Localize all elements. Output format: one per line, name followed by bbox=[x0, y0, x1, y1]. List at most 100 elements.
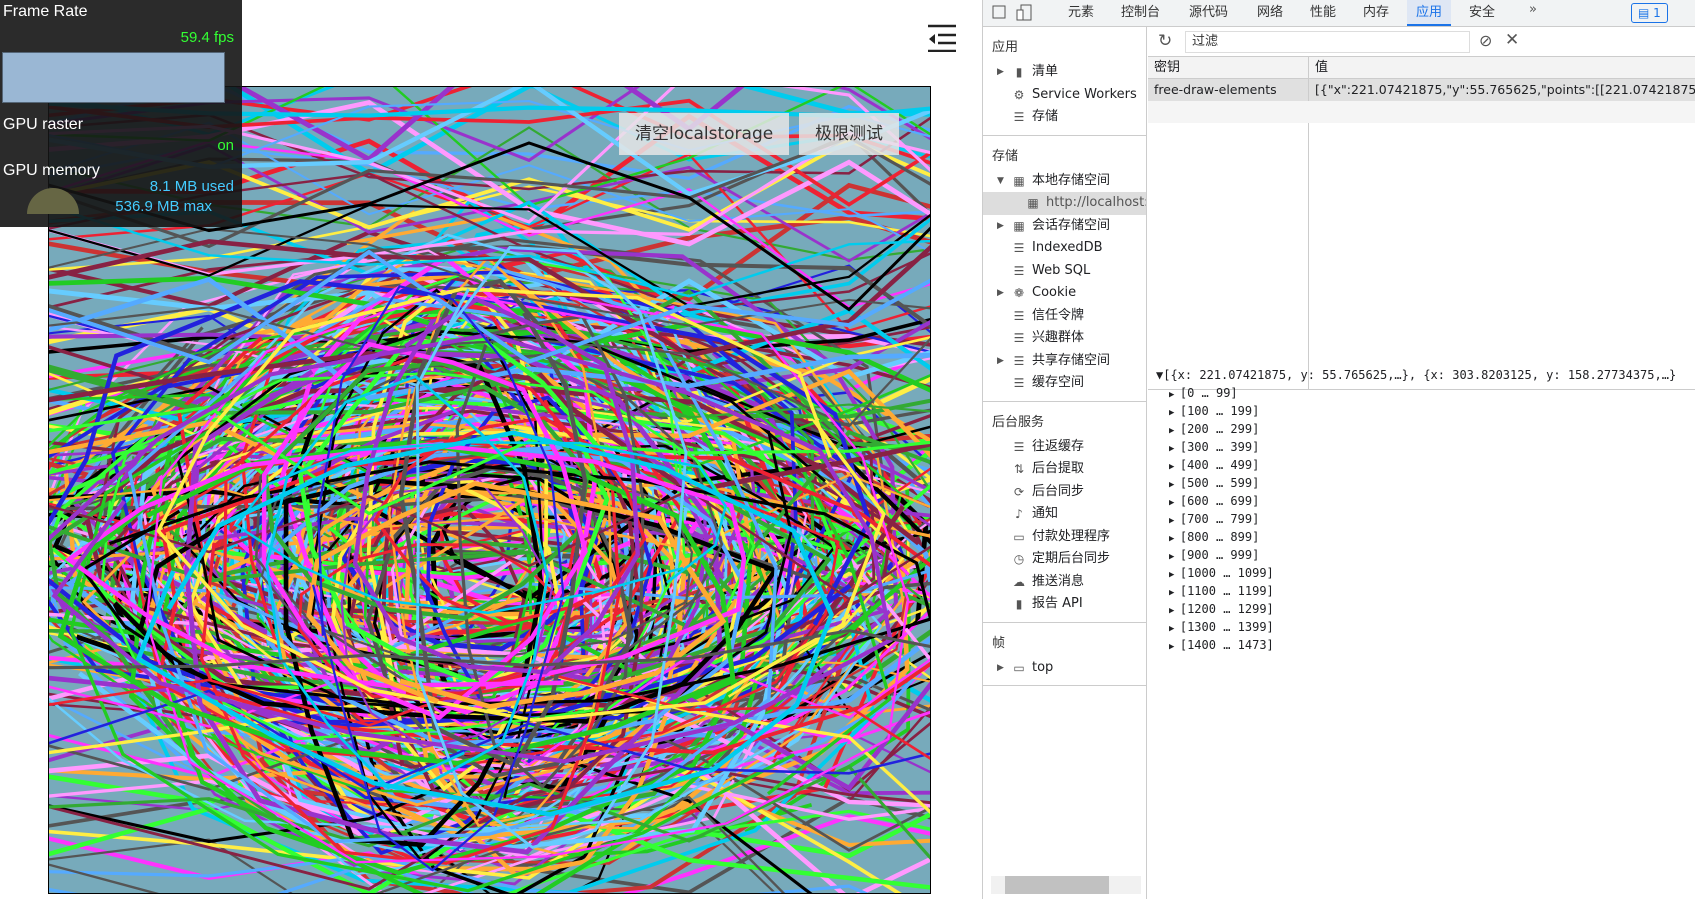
sidebar-item[interactable]: ▼ ▦ 本地存储空间 bbox=[983, 170, 1146, 193]
array-group[interactable]: ▶ [1200 … 1299] bbox=[1156, 600, 1695, 618]
issues-badge[interactable]: ▤ 1 bbox=[1631, 3, 1668, 23]
section-title: 后台服务 bbox=[992, 414, 1045, 430]
arrow: ▶ bbox=[1169, 444, 1180, 454]
section-title: 应用 bbox=[992, 40, 1019, 55]
sidebar-item[interactable]: ▮ 报告 API bbox=[983, 593, 1146, 616]
array-group[interactable]: ▶ [200 … 299] bbox=[1156, 420, 1695, 438]
section-title: 存储 bbox=[992, 148, 1019, 164]
sidebar-item[interactable]: ☰ 存储 bbox=[983, 106, 1146, 129]
sidebar-item[interactable]: ☰ Web SQL bbox=[983, 260, 1146, 283]
array-group[interactable]: ▶ [500 … 599] bbox=[1156, 474, 1695, 492]
label: Frame Rate bbox=[3, 3, 88, 20]
clear[interactable]: ⊘ bbox=[1479, 31, 1493, 50]
button[interactable]: 清空localstorage bbox=[619, 113, 790, 155]
icon: ⚙ bbox=[1013, 87, 1025, 102]
array-group[interactable]: ▶ [700 … 799] bbox=[1156, 510, 1695, 528]
arrow: ▶ bbox=[1169, 588, 1180, 598]
array-group[interactable]: ▶ [400 … 499] bbox=[1156, 456, 1695, 474]
sidebar-item[interactable]: ⚙ Service Workers bbox=[983, 84, 1146, 107]
array-group[interactable]: ▶ [1000 … 1099] bbox=[1156, 564, 1695, 582]
array-group[interactable]: ▶ [900 … 999] bbox=[1156, 546, 1695, 564]
icon: ❁ bbox=[1013, 286, 1025, 300]
sidebar-item[interactable]: ▭ 付款处理程序 bbox=[983, 526, 1146, 549]
array-group[interactable]: ▶ [0 … 99] bbox=[1156, 384, 1695, 402]
memory-used: 8.1 MB used bbox=[149, 178, 234, 195]
tab[interactable]: 应用 bbox=[1407, 0, 1452, 26]
inspect-icons[interactable] bbox=[991, 4, 1037, 22]
tab[interactable]: 元素 bbox=[1068, 5, 1095, 20]
stroke bbox=[49, 767, 902, 893]
devtools: 元素 控制台 源代码 网络 性能 内存 应用 安全 » ▤ 1 应用 ▶ ▮ 清单 ⚙ Service … bbox=[982, 0, 1695, 899]
sidebar-section: 存储 ▼ ▦ 本地存储空间 ▦ http://localhost:3 ▶ ▦ 会话存储空间 ☰ In… bbox=[983, 136, 1146, 402]
sidebar-item[interactable]: ☰ 往返缓存 bbox=[983, 436, 1146, 459]
tab[interactable]: 源代码 bbox=[1189, 5, 1229, 20]
stroke bbox=[265, 375, 549, 790]
group-label: [400 … 499] bbox=[1179, 458, 1260, 472]
stroke bbox=[398, 278, 588, 769]
delete[interactable]: ✕ bbox=[1505, 30, 1520, 50]
group-label: [1100 … 1199] bbox=[1179, 584, 1274, 598]
sidebar-item[interactable]: ☰ 信任令牌 bbox=[983, 305, 1146, 328]
sidebar-item[interactable]: ☰ 缓存空间 bbox=[983, 372, 1146, 395]
array-group[interactable]: ▶ [100 … 199] bbox=[1156, 402, 1695, 420]
array-group[interactable]: ▶ [800 … 899] bbox=[1156, 528, 1695, 546]
stroke bbox=[380, 354, 645, 815]
stroke bbox=[156, 287, 886, 722]
sidebar-item[interactable]: ▶ ▦ 会话存储空间 bbox=[983, 215, 1146, 238]
expand-arrow: ▼ bbox=[997, 175, 1004, 186]
tab[interactable]: 网络 bbox=[1257, 5, 1284, 20]
group-label: [500 … 599] bbox=[1179, 476, 1260, 490]
sidebar-item[interactable]: ⟳ 后台同步 bbox=[983, 481, 1146, 504]
stroke bbox=[49, 276, 930, 401]
icon: ▭ bbox=[1013, 529, 1025, 544]
group-label: [900 … 999] bbox=[1179, 548, 1260, 562]
stroke bbox=[49, 654, 930, 767]
sidebar: 应用 ▶ ▮ 清单 ⚙ Service Workers ☰ 存储存储 ▼ ▦ 本地存储空间 ▦ http… bbox=[983, 27, 1147, 899]
more-tabs[interactable]: » bbox=[1529, 2, 1537, 17]
icon: ⟳ bbox=[1013, 484, 1025, 499]
item-label: IndexedDB bbox=[1032, 240, 1103, 255]
sidebar-item[interactable]: ☁ 推送消息 bbox=[983, 571, 1146, 594]
sidebar-item[interactable]: ▶ ☰ 共享存储空间 bbox=[983, 350, 1146, 373]
sidebar-item[interactable]: ☰ 兴趣群体 bbox=[983, 327, 1146, 350]
arrow: ▶ bbox=[1169, 552, 1180, 562]
cell[interactable]: free-draw-elements bbox=[1148, 79, 1308, 101]
refresh[interactable]: ↻ bbox=[1158, 31, 1173, 51]
cell[interactable]: [{"x":221.07421875,"y":55.765625,"points… bbox=[1308, 79, 1695, 101]
sidebar-item[interactable]: ♪ 通知 bbox=[983, 503, 1146, 526]
item-label: 定期后台同步 bbox=[1032, 551, 1111, 566]
filter[interactable]: 过滤 bbox=[1185, 31, 1470, 53]
array-group[interactable]: ▶ [600 … 699] bbox=[1156, 492, 1695, 510]
icon: ☰ bbox=[1013, 439, 1025, 454]
array-group[interactable]: ▶ [1400 … 1473] bbox=[1156, 636, 1695, 654]
stroke bbox=[49, 764, 930, 860]
arrow: ▶ bbox=[1169, 498, 1180, 508]
scrollbar[interactable] bbox=[991, 876, 1141, 894]
button[interactable]: 极限测试 bbox=[799, 113, 899, 155]
menu-icon[interactable] bbox=[926, 22, 958, 52]
group-label: [1000 … 1099] bbox=[1179, 566, 1274, 580]
empty-row bbox=[1148, 101, 1695, 123]
stroke bbox=[184, 349, 723, 855]
sidebar-item[interactable]: ◷ 定期后台同步 bbox=[983, 548, 1146, 571]
tab[interactable]: 安全 bbox=[1469, 5, 1496, 20]
array-group[interactable]: ▶ [1300 … 1399] bbox=[1156, 618, 1695, 636]
sidebar-item[interactable]: ☰ IndexedDB bbox=[983, 237, 1146, 260]
sidebar-item[interactable]: ▶ ▭ top bbox=[983, 657, 1146, 680]
array-group[interactable]: ▶ [1100 … 1199] bbox=[1156, 582, 1695, 600]
stroke bbox=[145, 290, 910, 864]
array-group[interactable]: ▶ [300 … 399] bbox=[1156, 438, 1695, 456]
arrow: ▼ bbox=[1156, 368, 1164, 382]
icon: ☰ bbox=[1013, 308, 1025, 323]
tab[interactable]: 性能 bbox=[1310, 5, 1337, 20]
sidebar-item[interactable]: ▦ http://localhost:3 bbox=[983, 192, 1146, 215]
stroke bbox=[135, 430, 834, 817]
stroke bbox=[80, 460, 930, 707]
sidebar-item[interactable]: ⇅ 后台提取 bbox=[983, 458, 1146, 481]
stroke bbox=[49, 185, 930, 271]
sidebar-item[interactable]: ▶ ❁ Cookie bbox=[983, 282, 1146, 305]
tab[interactable]: 内存 bbox=[1363, 5, 1390, 20]
tab[interactable]: 控制台 bbox=[1121, 5, 1161, 20]
sidebar-item[interactable]: ▶ ▮ 清单 bbox=[983, 61, 1146, 84]
item-label: 会话存储空间 bbox=[1032, 217, 1111, 233]
